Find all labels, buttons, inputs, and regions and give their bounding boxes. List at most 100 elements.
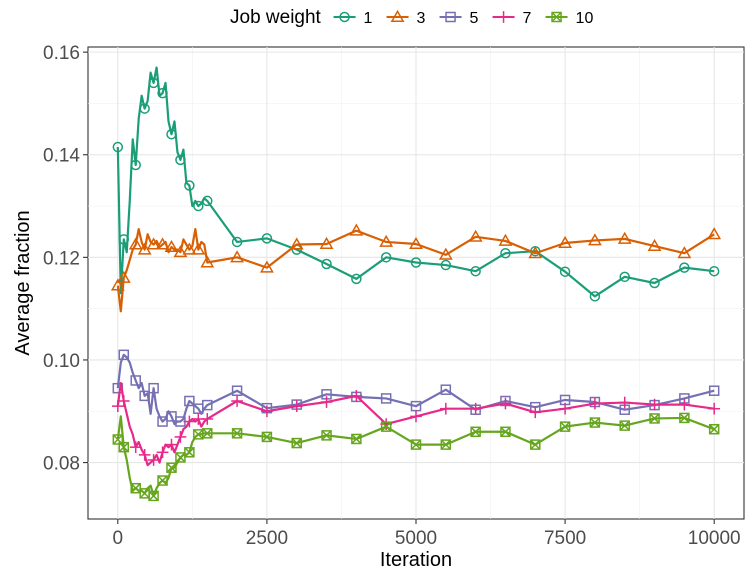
data-point-1 — [148, 77, 159, 89]
data-point-3 — [647, 238, 662, 252]
legend-label: 3 — [417, 10, 426, 27]
data-point-10 — [380, 421, 392, 432]
series-1 — [112, 66, 720, 302]
legend-key-marker — [551, 11, 562, 23]
data-point-5 — [130, 375, 141, 386]
data-point-7 — [648, 398, 661, 411]
legend-item-1: 1 — [333, 10, 373, 27]
series-line-7 — [116, 381, 715, 467]
series-10 — [112, 412, 720, 502]
data-point-3 — [319, 236, 334, 249]
data-point-10 — [708, 423, 720, 435]
data-point-7 — [183, 415, 196, 428]
data-point-5 — [148, 382, 159, 394]
legend-key-marker — [339, 11, 350, 23]
data-point-3 — [409, 236, 423, 249]
y-tick-label: 0.10 — [43, 351, 80, 372]
data-point-3 — [498, 233, 513, 246]
data-point-3 — [164, 239, 179, 253]
data-point-3 — [128, 237, 143, 250]
x-axis-label: Iteration — [380, 549, 452, 571]
data-point-7 — [320, 396, 333, 408]
series-line-1 — [116, 66, 715, 298]
data-point-5 — [139, 390, 150, 402]
data-point-7 — [165, 438, 178, 451]
data-point-7 — [231, 395, 243, 407]
data-point-1 — [175, 154, 186, 166]
legend-item-7: 7 — [492, 10, 532, 27]
data-point-3 — [191, 242, 206, 255]
data-point-10 — [166, 462, 177, 473]
y-axis-label: Average fraction — [12, 210, 34, 355]
data-point-10 — [440, 439, 452, 450]
data-point-1 — [708, 265, 720, 277]
data-point-1 — [166, 128, 177, 140]
y-tick-label: 0.14 — [43, 146, 80, 167]
data-point-3 — [155, 237, 170, 250]
legend-label: 10 — [576, 10, 594, 27]
data-point-7 — [618, 396, 631, 409]
x-tick-label: 2500 — [246, 528, 288, 549]
data-point-7 — [117, 395, 130, 407]
x-tick-label: 5000 — [395, 528, 437, 549]
data-point-1 — [184, 180, 195, 191]
data-point-1 — [649, 277, 660, 289]
data-point-1 — [112, 141, 124, 153]
data-point-10 — [291, 437, 302, 449]
data-point-7 — [174, 431, 187, 443]
data-point-7 — [350, 390, 363, 402]
data-point-7 — [290, 400, 303, 412]
data-point-3 — [259, 260, 274, 273]
legend-label: 5 — [470, 10, 479, 27]
data-point-3 — [200, 255, 215, 268]
data-point-10 — [530, 439, 541, 450]
data-point-10 — [649, 413, 660, 424]
data-point-5 — [118, 349, 130, 361]
data-point-10 — [500, 426, 511, 438]
data-point-1 — [500, 247, 511, 259]
data-point-10 — [351, 433, 362, 445]
data-point-1 — [193, 200, 204, 212]
data-point-7 — [559, 402, 571, 415]
legend: Job weight 1 3 5 7 10 — [230, 7, 593, 28]
data-point-7 — [708, 402, 721, 415]
data-point-1 — [440, 259, 452, 271]
legend-item-3: 3 — [386, 9, 426, 27]
legend-label: 7 — [523, 10, 532, 27]
data-point-3 — [558, 235, 573, 248]
data-point-1 — [261, 233, 273, 244]
data-point-1 — [231, 236, 243, 248]
data-point-3 — [173, 245, 188, 258]
legend-item-10: 10 — [545, 10, 594, 27]
data-point-10 — [231, 428, 243, 439]
data-point-1 — [130, 159, 141, 171]
y-tick-label: 0.16 — [43, 43, 80, 64]
legend-label: 1 — [364, 10, 373, 27]
data-point-5 — [708, 385, 720, 396]
data-point-10 — [148, 490, 159, 502]
data-point-3 — [617, 231, 632, 244]
data-point-10 — [157, 475, 168, 486]
data-point-7 — [499, 397, 512, 410]
data-point-3 — [468, 229, 483, 242]
data-point-7 — [678, 398, 691, 411]
data-point-1 — [202, 195, 213, 207]
data-point-3 — [349, 223, 364, 236]
data-point-1 — [321, 258, 332, 270]
x-axis: 0 2500 5000 7500 10000 — [113, 519, 741, 549]
data-point-7 — [529, 406, 542, 419]
data-point-1 — [118, 234, 130, 245]
data-point-5 — [440, 384, 452, 395]
data-point-3 — [182, 242, 197, 255]
data-point-3 — [677, 246, 692, 259]
y-axis: 0.08 0.10 0.12 0.14 0.16 — [43, 43, 88, 475]
data-point-7 — [261, 405, 273, 418]
data-point-10 — [619, 420, 630, 431]
data-point-1 — [589, 291, 601, 302]
data-point-3 — [146, 237, 161, 250]
data-point-3 — [289, 237, 304, 250]
x-tick-label: 10000 — [688, 528, 741, 549]
x-tick-label: 0 — [113, 528, 124, 549]
data-point-3 — [707, 227, 722, 240]
